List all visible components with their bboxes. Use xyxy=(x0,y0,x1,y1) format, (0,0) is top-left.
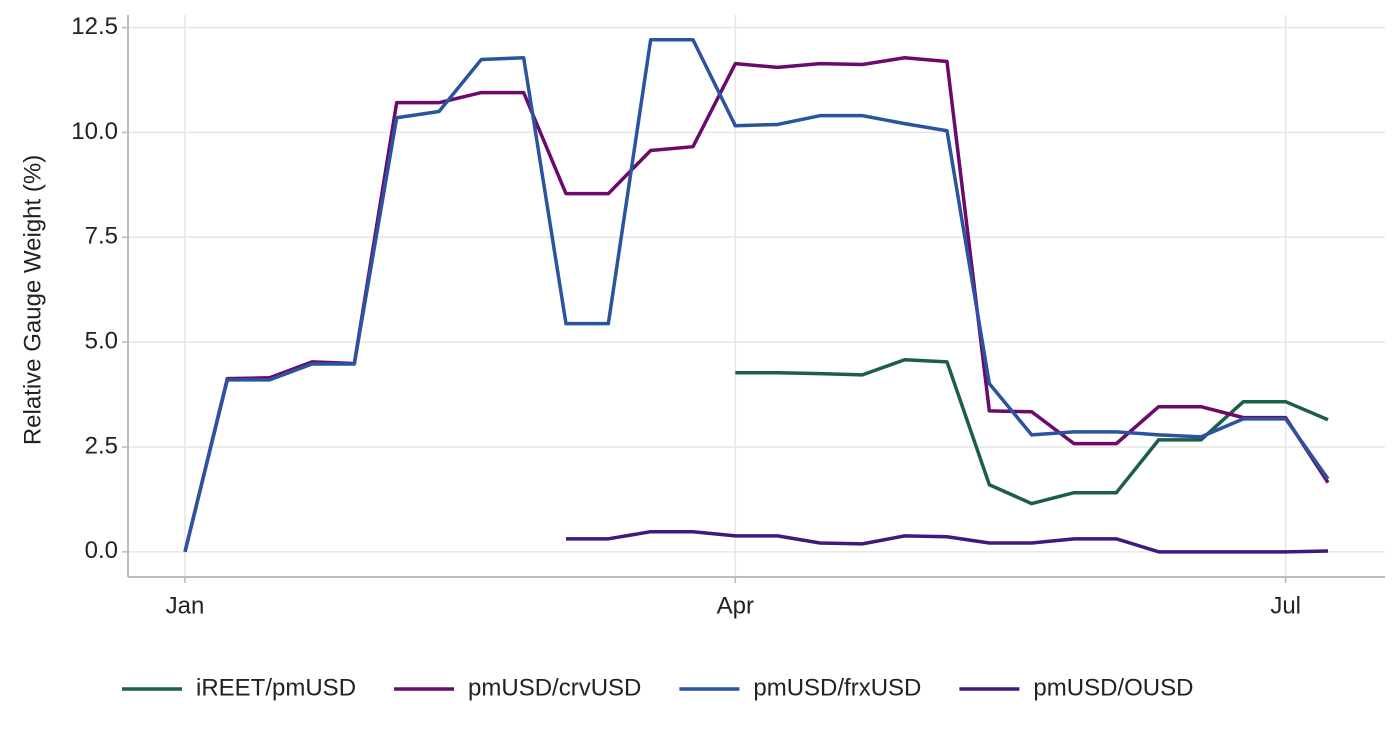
y-tick-label: 0.0 xyxy=(85,537,118,564)
y-tick-label: 12.5 xyxy=(71,13,118,40)
series-line xyxy=(735,357,1329,506)
x-tick-label: Apr xyxy=(717,592,754,619)
y-tick-label: 10.0 xyxy=(71,118,118,145)
series-line xyxy=(183,37,1330,553)
x-tick-label: Jan xyxy=(166,592,205,619)
legend-label: pmUSD/crvUSD xyxy=(468,674,641,701)
legend-label: pmUSD/frxUSD xyxy=(753,674,921,701)
y-tick-label: 7.5 xyxy=(85,223,118,250)
x-tick-label: Jul xyxy=(1270,592,1301,619)
y-tick-label: 5.0 xyxy=(85,327,118,354)
y-axis-title: Relative Gauge Weight (%) xyxy=(19,155,46,445)
y-tick-label: 2.5 xyxy=(85,432,118,459)
legend-label: pmUSD/OUSD xyxy=(1033,674,1193,701)
series-line xyxy=(566,529,1329,554)
legend-label: iREET/pmUSD xyxy=(196,674,356,701)
